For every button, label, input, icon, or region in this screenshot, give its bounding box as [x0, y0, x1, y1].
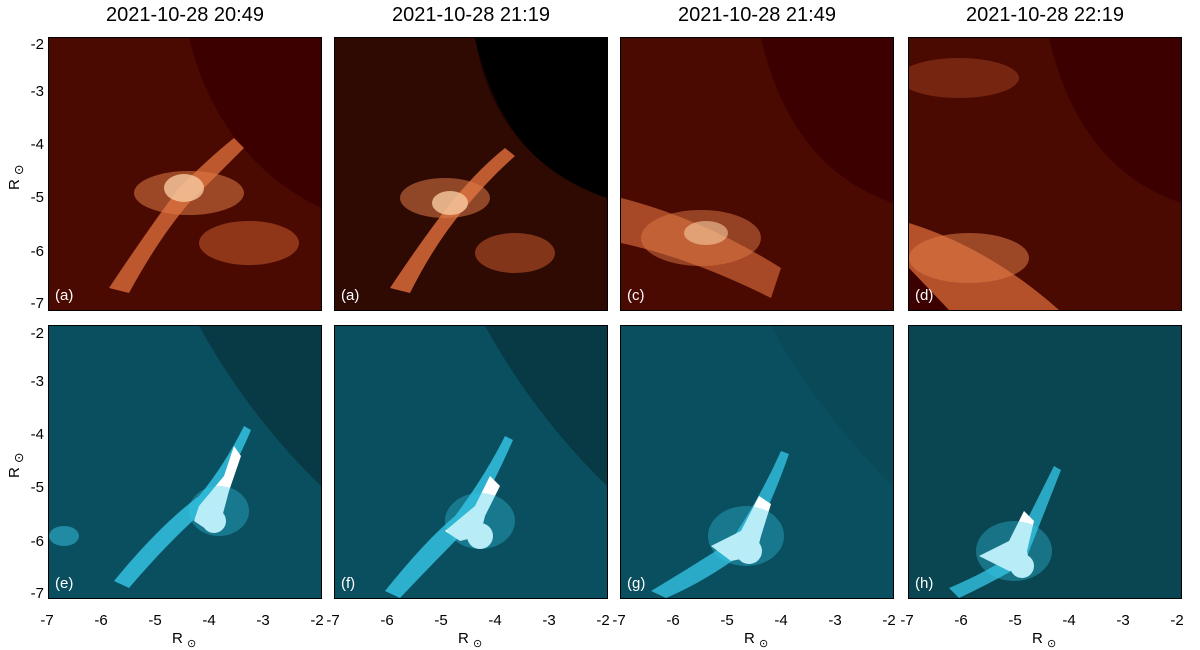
y-tick-top-1: -2 — [30, 36, 44, 53]
x-tick: -2 — [310, 612, 324, 629]
x-tick: -6 — [94, 612, 108, 629]
x-tick: -7 — [326, 612, 340, 629]
panel-label-a: (a) — [55, 287, 74, 304]
x-tick: -3 — [542, 612, 556, 629]
image-panel-c: (c) — [620, 37, 894, 311]
panel-title-1: 2021-10-28 20:49 — [106, 4, 264, 26]
x-tick: -2 — [1170, 612, 1184, 629]
x-tick: -4 — [488, 612, 502, 629]
y-tick-bottom-2: -3 — [30, 373, 44, 390]
coronagraph-image-d — [909, 38, 1181, 310]
y-tick-bottom-1: -2 — [30, 325, 44, 342]
x-axis-label-text: R — [744, 630, 755, 647]
image-panel-b: (a) — [334, 37, 608, 311]
x-tick: -4 — [1062, 612, 1076, 629]
y-tick-top-5: -6 — [30, 243, 44, 260]
euv-image-f — [335, 326, 607, 598]
x-tick: -5 — [1008, 612, 1022, 629]
x-axis-label-2: R ⊙ — [458, 630, 482, 650]
y-axis-label-bottom-text: R — [6, 467, 23, 478]
y-axis-label-top-sub: ⊙ — [12, 164, 26, 175]
y-axis-label-bottom: R ⊙ — [6, 453, 26, 479]
x-tick: -3 — [828, 612, 842, 629]
y-tick-top-3: -4 — [30, 136, 44, 153]
panel-label-h: (h) — [915, 575, 934, 592]
panel-title-4: 2021-10-28 22:19 — [966, 4, 1124, 26]
x-axis-label-sub: ⊙ — [759, 638, 769, 650]
x-tick: -5 — [148, 612, 162, 629]
coronagraph-image-b — [335, 38, 607, 310]
x-tick: -5 — [434, 612, 448, 629]
x-tick: -7 — [900, 612, 914, 629]
x-axis-label-sub: ⊙ — [1047, 638, 1057, 650]
panel-label-b: (a) — [341, 287, 360, 304]
x-tick: -4 — [202, 612, 216, 629]
x-axis-label-3: R ⊙ — [744, 630, 768, 650]
x-tick: -3 — [256, 612, 270, 629]
x-tick: -2 — [596, 612, 610, 629]
y-tick-top-4: -5 — [30, 189, 44, 206]
panel-label-c: (c) — [627, 287, 645, 304]
panel-title-3: 2021-10-28 21:49 — [678, 4, 836, 26]
y-axis-label-top: R ⊙ — [6, 165, 26, 191]
y-tick-top-2: -3 — [30, 83, 44, 100]
x-tick: -6 — [666, 612, 680, 629]
y-axis-label-top-text: R — [6, 179, 23, 190]
panel-label-e: (e) — [55, 575, 74, 592]
y-tick-bottom-6: -7 — [30, 585, 44, 602]
image-panel-a: (a) — [48, 37, 322, 311]
x-tick: -6 — [380, 612, 394, 629]
x-axis-label-text: R — [1032, 630, 1043, 647]
x-tick: -2 — [882, 612, 896, 629]
y-axis-label-bottom-sub: ⊙ — [12, 452, 26, 463]
x-tick: -5 — [720, 612, 734, 629]
image-panel-f: (f) — [334, 325, 608, 599]
image-panel-g: (g) — [620, 325, 894, 599]
euv-image-g — [621, 326, 893, 598]
image-panel-h: (h) — [908, 325, 1182, 599]
x-tick: -7 — [40, 612, 54, 629]
image-panel-e: (e) — [48, 325, 322, 599]
x-tick: -4 — [774, 612, 788, 629]
coronagraph-image-a — [49, 38, 321, 310]
x-axis-label-1: R ⊙ — [172, 630, 196, 650]
x-axis-label-sub: ⊙ — [187, 638, 197, 650]
y-tick-bottom-3: -4 — [30, 426, 44, 443]
x-tick: -3 — [1116, 612, 1130, 629]
panel-label-d: (d) — [915, 287, 934, 304]
x-tick: -7 — [612, 612, 626, 629]
panel-label-g: (g) — [627, 575, 646, 592]
x-axis-label-4: R ⊙ — [1032, 630, 1056, 650]
coronagraph-image-c — [621, 38, 893, 310]
x-tick: -6 — [954, 612, 968, 629]
y-tick-bottom-5: -6 — [30, 533, 44, 550]
image-panel-d: (d) — [908, 37, 1182, 311]
x-axis-label-text: R — [458, 630, 469, 647]
y-tick-top-6: -7 — [30, 295, 44, 312]
x-axis-label-text: R — [172, 630, 183, 647]
y-tick-bottom-4: -5 — [30, 479, 44, 496]
panel-label-f: (f) — [341, 575, 356, 592]
euv-image-e — [49, 326, 321, 598]
euv-image-h — [909, 326, 1181, 598]
panel-title-2: 2021-10-28 21:19 — [392, 4, 550, 26]
x-axis-label-sub: ⊙ — [473, 638, 483, 650]
